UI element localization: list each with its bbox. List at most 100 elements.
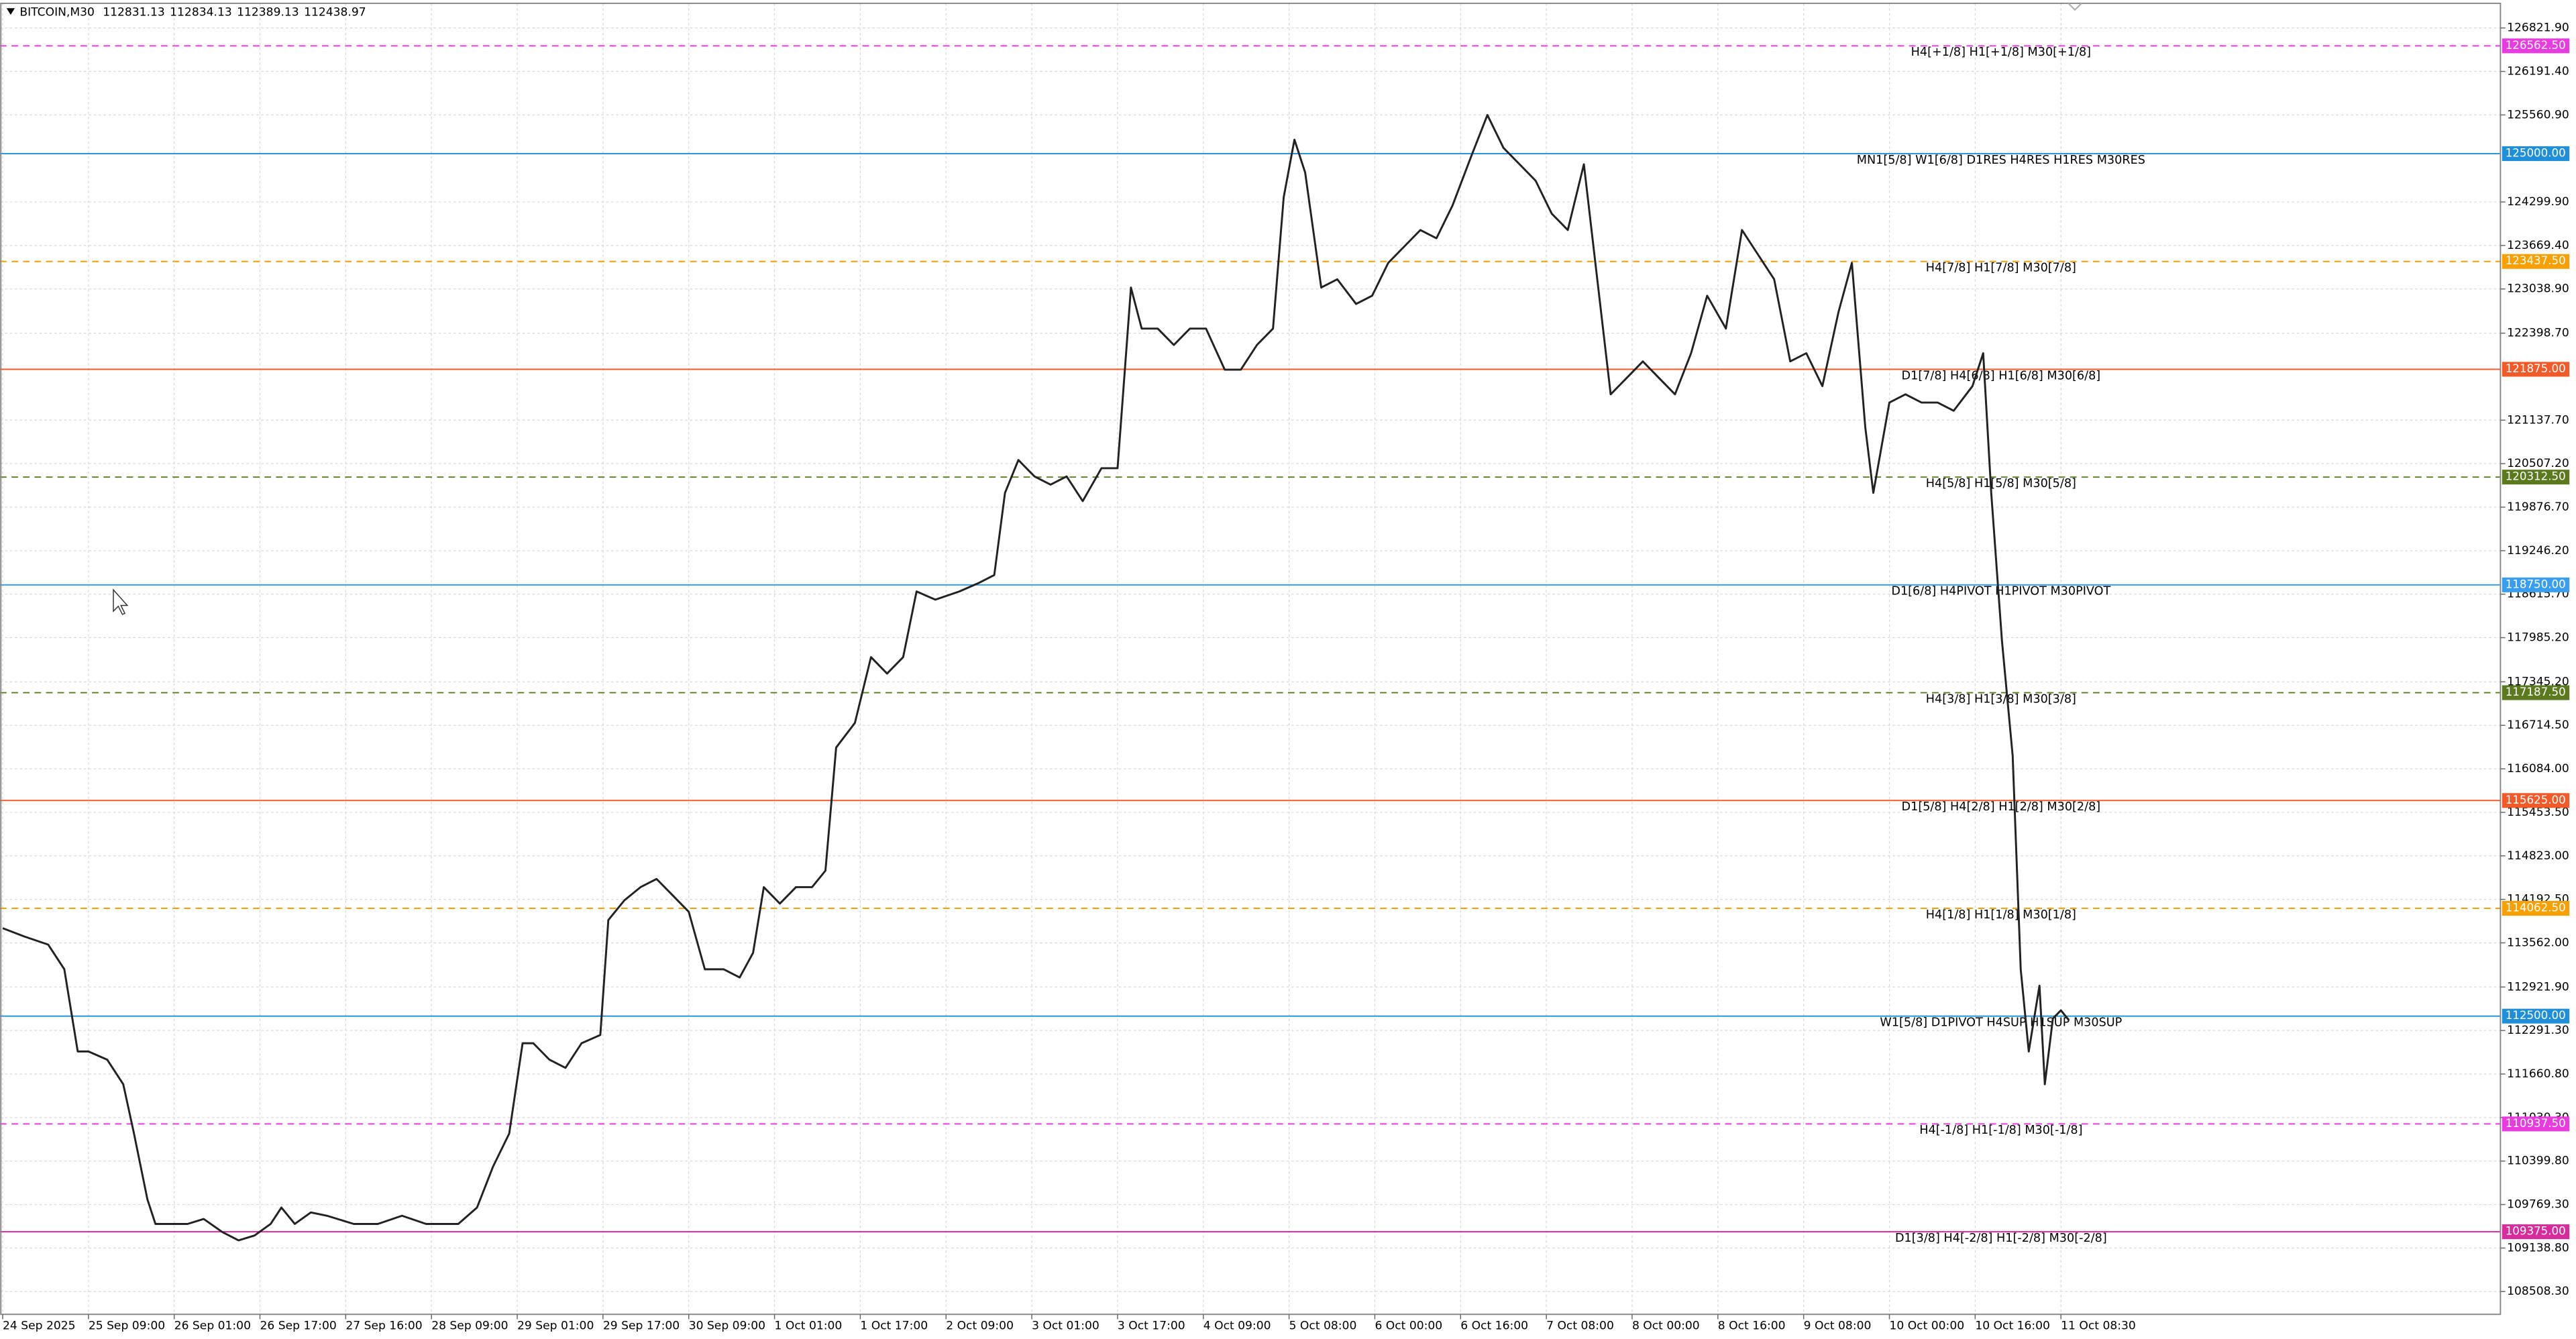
y-tick-label: 108508.30: [2507, 1285, 2569, 1298]
menu-arrow: [6, 8, 15, 15]
level-label: D1[3/8] H4[-2/8] H1[-2/8] M30[-2/8]: [1895, 1232, 2107, 1245]
x-tick-label: 3 Oct 17:00: [1118, 1319, 1185, 1332]
price-line: [2, 113, 2070, 1242]
high: 112834.13: [170, 5, 232, 19]
x-tick-label: 28 Sep 09:00: [431, 1319, 508, 1332]
price-series: [2, 113, 2070, 1242]
level-price-box: [2502, 362, 2570, 377]
y-tick-label: 113562.00: [2507, 936, 2569, 949]
x-tick-label: 8 Oct 00:00: [1632, 1319, 1700, 1332]
x-tick-label: 7 Oct 08:00: [1546, 1319, 1614, 1332]
level-label: H4[3/8] H1[3/8] M30[3/8]: [1926, 692, 2076, 706]
x-tick-label: 25 Sep 09:00: [89, 1319, 165, 1332]
y-tick-label: 116084.00: [2507, 762, 2569, 775]
level-price-label: 117187.50: [2506, 686, 2566, 698]
level-price-label: 121875.00: [2506, 362, 2566, 375]
level-label: H4[1/8] H1[1/8] M30[1/8]: [1926, 908, 2076, 922]
x-tick-label: 1 Oct 01:00: [775, 1319, 843, 1332]
y-tick-label: 124299.90: [2507, 195, 2569, 209]
level-price-label: 115625.00: [2506, 794, 2566, 806]
y-tick-label: 111660.80: [2507, 1067, 2569, 1081]
y-tick-label: 115453.50: [2507, 806, 2569, 819]
level-price-box: [2502, 577, 2570, 592]
x-tick-label: 26 Sep 01:00: [174, 1319, 251, 1332]
level-label: H4[-1/8] H1[-1/8] M30[-1/8]: [1919, 1124, 2082, 1137]
level-price-label: 118750.00: [2506, 578, 2566, 590]
x-tick-label: 8 Oct 16:00: [1718, 1319, 1786, 1332]
x-tick-label: 11 Oct 08:30: [2061, 1319, 2136, 1332]
level-price-box: [2502, 470, 2570, 485]
level-price-box: [2502, 793, 2570, 808]
x-tick-label: 26 Sep 17:00: [260, 1319, 337, 1332]
x-tick-label: 29 Sep 17:00: [603, 1319, 680, 1332]
y-tick-label: 114823.00: [2507, 849, 2569, 863]
y-tick-label: 112921.90: [2507, 980, 2569, 994]
y-tick-label: 117985.20: [2507, 631, 2569, 645]
y-tick-label: 120507.20: [2507, 457, 2569, 470]
level-label: H4[5/8] H1[5/8] M30[5/8]: [1926, 477, 2076, 490]
level-price-label: 120312.50: [2506, 470, 2566, 483]
mouse-cursor: [113, 588, 129, 615]
level-price-label: 109375.00: [2506, 1225, 2566, 1238]
y-tick-label: 121137.70: [2507, 413, 2569, 427]
symbol: BITCOIN,M30: [19, 5, 95, 19]
open: 112831.13: [103, 5, 165, 19]
x-tick-label: 6 Oct 00:00: [1375, 1319, 1442, 1332]
level-price-box: [2502, 900, 2570, 916]
level-label: D1[7/8] H4[6/8] H1[6/8] M30[6/8]: [1902, 369, 2101, 382]
grid: [0, 3, 2501, 1315]
level-price-box: [2502, 1116, 2570, 1132]
shift-marker: [2068, 3, 2082, 11]
y-tick-label: 112291.30: [2507, 1024, 2569, 1037]
y-tick-label: 119246.20: [2507, 544, 2569, 557]
level-price-label: 123437.50: [2506, 254, 2566, 267]
level-price-label: 110937.50: [2506, 1117, 2566, 1130]
x-tick-label: 1 Oct 17:00: [860, 1319, 928, 1332]
level-price-box: [2502, 38, 2570, 54]
x-tick-label: 4 Oct 09:00: [1203, 1319, 1271, 1332]
x-tick-label: 10 Oct 00:00: [1889, 1319, 1964, 1332]
x-tick-label: 2 Oct 09:00: [946, 1319, 1014, 1332]
level-label: MN1[5/8] W1[6/8] D1RES H4RES H1RES M30RE…: [1857, 154, 2145, 167]
levels: H4[+1/8] H1[+1/8] M30[+1/8] MN1[5/8] W1[6…: [0, 45, 2501, 1245]
level-label: H4[7/8] H1[7/8] M30[7/8]: [1926, 262, 2076, 275]
x-tick-label: 5 Oct 08:00: [1289, 1319, 1357, 1332]
x-tick-label: 30 Sep 09:00: [689, 1319, 765, 1332]
y-tick-label: 117345.20: [2507, 675, 2569, 688]
y-tick-label: 123038.90: [2507, 282, 2569, 296]
level-price-label: 114062.50: [2506, 901, 2566, 914]
y-tick-label: 116714.50: [2507, 718, 2569, 732]
level-label: W1[5/8] D1PIVOT H4SUP H1SUP M30SUP: [1880, 1016, 2122, 1029]
x-tick-label: 10 Oct 16:00: [1975, 1319, 2050, 1332]
low: 112389.13: [237, 5, 299, 19]
level-label: D1[6/8] H4PIVOT H1PIVOT M30PIVOT: [1891, 585, 2110, 598]
level-price-box: [2502, 254, 2570, 269]
y-tick-label: 126191.40: [2507, 65, 2569, 78]
x-tick-label: 24 Sep 2025: [3, 1319, 76, 1332]
plot-frame: [0, 2, 2502, 1316]
y-tick-label: 109769.30: [2507, 1198, 2569, 1212]
level-price-box: [2502, 146, 2570, 162]
level-price-label: 126562.50: [2506, 39, 2566, 52]
y-tick-label: 109138.80: [2507, 1241, 2569, 1254]
level-label: D1[5/8] H4[2/8] H1[2/8] M30[2/8]: [1902, 800, 2101, 814]
y-tick-label: 119876.70: [2507, 500, 2569, 514]
level-price-label: 125000.00: [2506, 147, 2566, 160]
level-price-label: 112500.00: [2506, 1009, 2566, 1022]
close: 112438.97: [304, 5, 366, 19]
x-tick-label: 9 Oct 08:00: [1804, 1319, 1872, 1332]
y-tick-label: 125560.90: [2507, 108, 2569, 121]
y-tick-label: 122398.70: [2507, 327, 2569, 340]
level-price-box: [2502, 685, 2570, 700]
level-price-box: [2502, 1224, 2570, 1240]
x-tick-label: 6 Oct 16:00: [1460, 1319, 1528, 1332]
header: BITCOIN,M30 112831.13 112834.13 112389.13 11…: [19, 5, 366, 19]
y-tick-label: 110399.80: [2507, 1155, 2569, 1168]
x-tick-label: 29 Sep 01:00: [517, 1319, 594, 1332]
y-tick-label: 126821.90: [2507, 21, 2569, 35]
x-tick-label: 27 Sep 16:00: [345, 1319, 422, 1332]
y-tick-label: 123669.40: [2507, 239, 2569, 252]
